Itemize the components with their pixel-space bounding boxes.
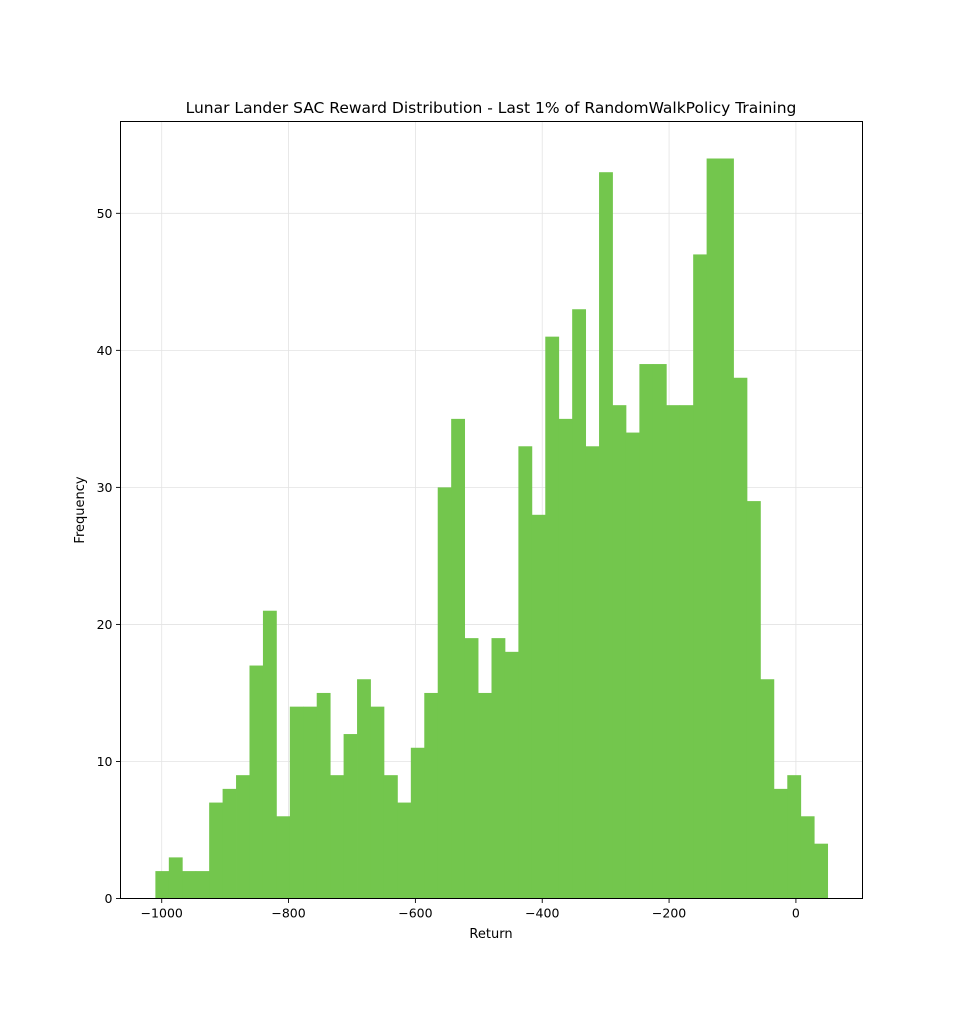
y-tick-label: 10 — [97, 754, 113, 769]
histogram-bar — [316, 692, 331, 899]
histogram-bar — [572, 309, 587, 899]
histogram-bar — [357, 679, 371, 899]
histogram-bar — [410, 747, 425, 899]
histogram-bar — [182, 871, 197, 899]
histogram-bar — [558, 418, 573, 899]
x-tick-label: 0 — [792, 906, 800, 921]
histogram-bar — [303, 706, 318, 899]
histogram-bar — [545, 336, 560, 899]
x-tick-label: −1000 — [141, 906, 183, 921]
histogram-bar — [720, 158, 734, 899]
plot-frame — [120, 121, 863, 899]
histogram-bar — [706, 158, 721, 899]
y-tick-label: 20 — [97, 617, 113, 632]
histogram-bar — [236, 775, 250, 899]
x-axis-label: Return — [469, 927, 512, 942]
histogram-bar — [397, 802, 412, 899]
histogram-bar — [504, 651, 519, 899]
histogram-bar — [249, 665, 264, 899]
histogram-bar — [518, 446, 533, 899]
x-tick-label: −600 — [398, 906, 432, 921]
x-tick-label: −200 — [652, 906, 686, 921]
chart-title: Lunar Lander SAC Reward Distribution - L… — [186, 99, 797, 117]
histogram-bar — [612, 405, 627, 899]
histogram-bar — [383, 775, 398, 899]
histogram-bar — [787, 775, 802, 899]
histogram-bar — [168, 857, 183, 899]
histogram-bar — [289, 706, 304, 899]
histogram-bar — [343, 734, 358, 899]
y-tick-label: 50 — [97, 206, 113, 221]
histogram-bar — [760, 679, 775, 899]
histogram-bar — [733, 377, 748, 899]
histogram-bar — [437, 487, 452, 899]
histogram-bar — [679, 405, 694, 899]
histogram-bar — [464, 638, 479, 899]
histogram-bar — [599, 172, 613, 899]
x-tick-label: −400 — [525, 906, 559, 921]
histogram-bar — [262, 610, 277, 899]
histogram-bar — [746, 501, 761, 899]
y-axis-ticks: 0 10 20 30 40 50 — [97, 206, 121, 906]
histogram-bar — [451, 418, 466, 899]
y-axis-label: Frequency — [73, 476, 88, 543]
histogram-bar — [625, 432, 640, 899]
histogram-bar — [209, 802, 224, 899]
histogram-bar — [222, 788, 237, 899]
histogram-bar — [195, 871, 210, 899]
histogram-bar — [652, 364, 667, 899]
y-tick-label: 0 — [105, 891, 113, 906]
histogram-bar — [424, 692, 439, 899]
histogram-bar — [639, 364, 654, 899]
histogram-bar — [491, 638, 506, 899]
histogram-bar — [693, 254, 708, 899]
x-tick-label: −800 — [271, 906, 305, 921]
histogram-bar — [666, 405, 681, 899]
histogram-bar — [370, 706, 385, 899]
histogram-bar — [773, 788, 788, 899]
x-axis-ticks: −1000 −800 −600 −400 −200 0 — [141, 898, 800, 921]
y-tick-label: 30 — [97, 480, 113, 495]
y-tick-label: 40 — [97, 343, 113, 358]
histogram-bar — [585, 446, 600, 899]
histogram-bar — [800, 816, 815, 899]
histogram-bar — [276, 816, 291, 899]
histogram-bar — [155, 871, 170, 899]
histogram-bar — [330, 775, 345, 899]
histogram-bar — [531, 514, 546, 899]
histogram-bars — [155, 158, 829, 899]
histogram-bar — [814, 843, 829, 899]
histogram-bar — [478, 692, 492, 899]
